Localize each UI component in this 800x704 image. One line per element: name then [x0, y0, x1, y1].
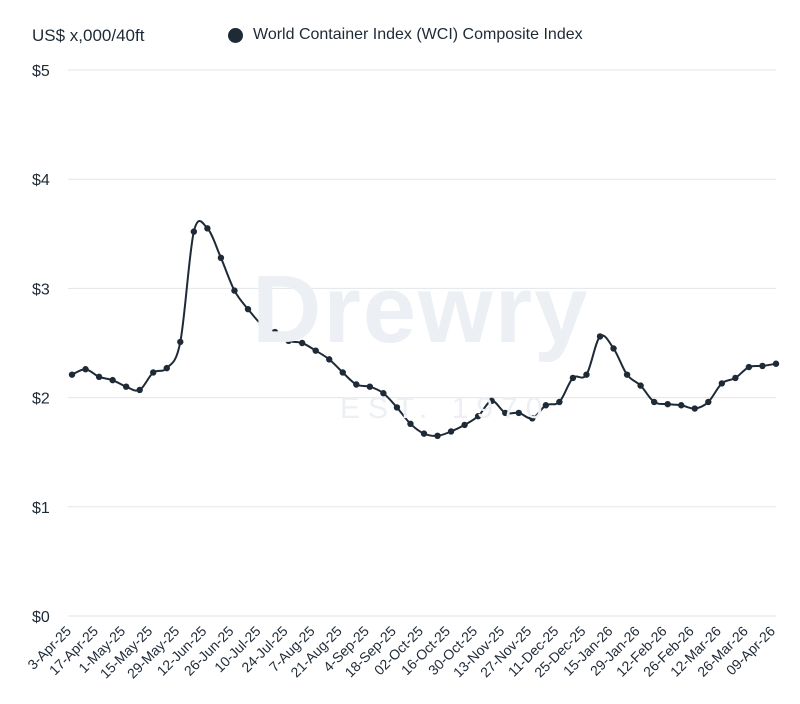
data-point — [380, 390, 387, 397]
data-point — [231, 287, 238, 294]
data-point — [339, 369, 346, 376]
data-point — [705, 398, 712, 406]
data-point — [542, 402, 550, 409]
data-point — [772, 360, 780, 367]
data-point — [312, 347, 319, 354]
y-tick-label: $1 — [32, 500, 50, 517]
data-point — [583, 371, 590, 378]
data-point — [434, 432, 441, 440]
data-point — [420, 430, 428, 437]
data-point — [502, 409, 509, 417]
legend-marker-icon — [228, 27, 243, 43]
data-point — [488, 397, 495, 405]
data-point — [447, 428, 455, 435]
data-point — [569, 374, 577, 382]
legend: World Container Index (WCI) Composite In… — [228, 26, 583, 44]
data-point — [271, 328, 279, 336]
data-point — [244, 305, 252, 313]
watermark-est: EST. 1970 — [340, 392, 551, 425]
series-wci — [68, 220, 780, 440]
data-point — [678, 402, 685, 409]
data-point — [190, 228, 198, 235]
data-point — [217, 254, 225, 262]
y-tick-label: $5 — [32, 63, 50, 80]
data-point — [298, 339, 306, 347]
y-tick-label: $3 — [32, 281, 50, 298]
y-tick-label: $2 — [32, 391, 50, 408]
data-point — [82, 366, 89, 373]
data-point — [285, 337, 292, 345]
y-axis-ticks: $0 $1 $2 $3 $4 $5 — [32, 63, 50, 626]
data-point — [407, 420, 414, 428]
data-point — [177, 338, 184, 346]
watermark-brand: Drewry — [252, 256, 590, 363]
y-tick-label: $4 — [32, 172, 50, 189]
data-point — [150, 369, 157, 376]
data-point — [109, 376, 116, 384]
legend-label: World Container Index (WCI) Composite In… — [253, 26, 583, 43]
data-point — [163, 364, 170, 372]
data-point — [393, 404, 401, 411]
unit-label: US$ x,000/40ft — [32, 26, 145, 45]
data-point — [732, 374, 739, 382]
data-point — [136, 386, 143, 394]
data-point — [529, 415, 536, 422]
data-point — [95, 373, 103, 381]
data-point — [718, 380, 726, 387]
data-point — [650, 398, 658, 406]
data-point — [596, 333, 604, 340]
data-point — [204, 225, 211, 232]
data-point — [474, 412, 482, 420]
data-point — [366, 383, 374, 390]
data-point — [637, 382, 644, 389]
data-point — [745, 363, 753, 371]
data-point — [461, 421, 468, 429]
data-point — [759, 362, 766, 370]
data-point — [68, 371, 76, 378]
data-point — [691, 405, 698, 412]
data-point — [623, 371, 631, 378]
data-point — [556, 398, 563, 406]
data-point — [664, 400, 671, 408]
data-point — [122, 383, 130, 390]
data-point — [515, 409, 522, 417]
data-point — [610, 345, 617, 352]
y-tick-label: $0 — [32, 609, 50, 626]
data-point — [353, 381, 360, 388]
data-point — [258, 321, 265, 328]
x-axis-ticks: 3-Apr-2517-Apr-251-May-2515-May-2529-May… — [24, 623, 778, 682]
data-point — [326, 356, 333, 363]
